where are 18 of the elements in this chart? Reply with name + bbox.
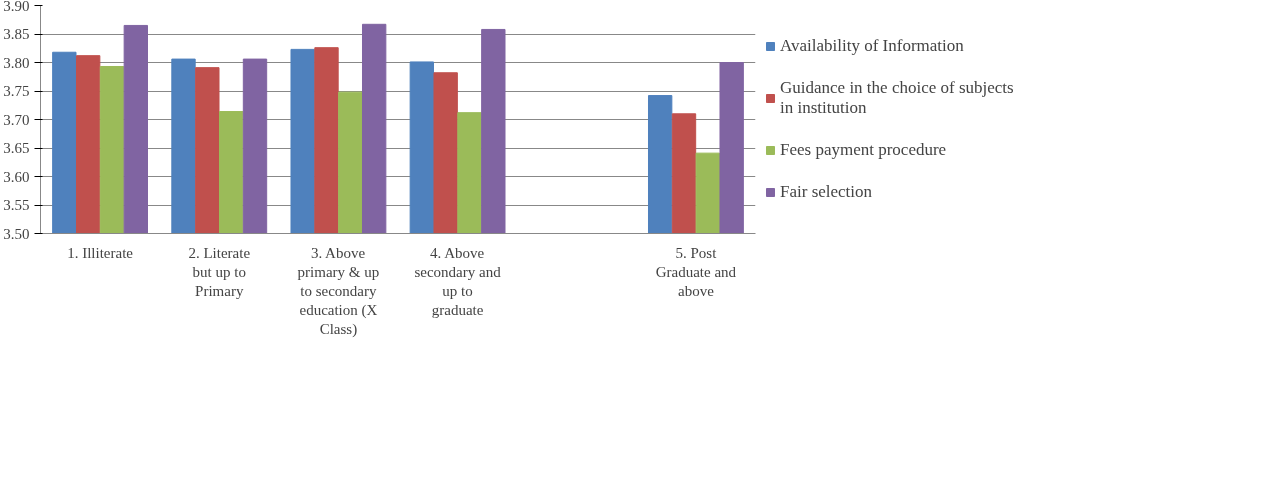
- x-tick-label: 4. Above secondary and up to graduate: [414, 244, 502, 319]
- y-tick-label: 3.85: [3, 26, 30, 42]
- legend-label: Guidance in the choice of subjects in institution: [780, 78, 1014, 118]
- x-tick-label: 2. Literate but up to Primary: [188, 244, 251, 299]
- legend-label: Fair selection: [780, 182, 873, 202]
- y-tick-label: 3.70: [3, 111, 30, 128]
- x-tick-label: 5. Post Graduate and above: [655, 244, 737, 299]
- y-tick-label: 3.80: [3, 54, 30, 71]
- y-tick-label: 3.55: [3, 197, 30, 213]
- x-tick-label: 3. Above primary & up to secondary education (X Class): [297, 244, 380, 339]
- y-tick-label: 3.90: [3, 0, 30, 14]
- legend-label: Fees payment procedure: [780, 140, 947, 160]
- y-tick-label: 3.50: [3, 225, 30, 242]
- y-tick-label: 3.65: [3, 140, 30, 156]
- x-tick-label: 1. Illiterate: [67, 244, 134, 261]
- legend-label: Availability of Information: [780, 36, 964, 56]
- y-tick-label: 3.75: [3, 83, 30, 99]
- y-tick-label: 3.60: [3, 168, 30, 185]
